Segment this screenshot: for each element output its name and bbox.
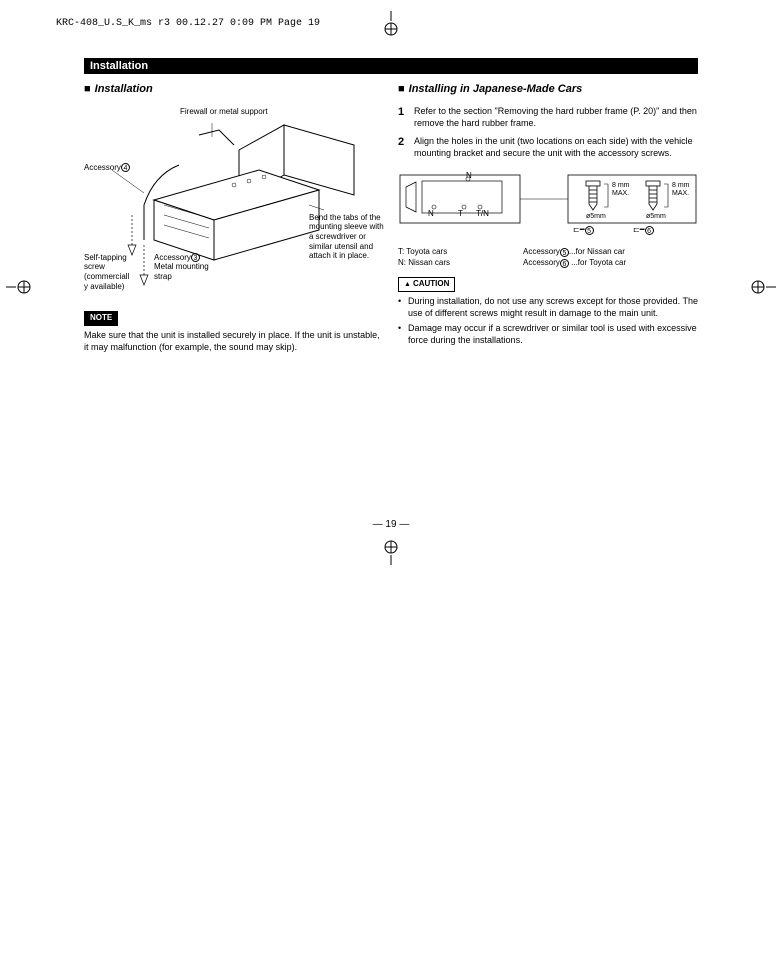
selftap-line4: y available)	[84, 282, 129, 292]
step-2: Align the holes in the unit (two locatio…	[398, 135, 698, 159]
fig-letter-t: T	[458, 209, 463, 219]
bend-line4: similar utensil and	[309, 242, 389, 252]
acc3-line3: strap	[154, 272, 209, 282]
caution-list: During installation, do not use any scre…	[398, 295, 698, 347]
left-column: ■ Installation	[84, 82, 384, 353]
page-frame: Installation ■ Installation	[34, 38, 748, 544]
bend-line3: a screwdriver or	[309, 232, 389, 242]
screw-caption-right: Accessory5...for Nissan car Accessory6 .…	[523, 247, 698, 269]
circled-6-icon-2: 6	[560, 259, 569, 268]
diagram-label-accessory3: Accessory3 Metal mounting strap	[154, 253, 209, 282]
crop-mark-top	[377, 11, 405, 39]
selftap-line3: (commerciall	[84, 272, 129, 282]
screw-diagram: N N T T/N 8 mm MAX. 8 mm MAX. ø5mm ø5mm …	[398, 167, 698, 245]
print-header: KRC-408_U.S_K_ms r3 00.12.27 0:09 PM Pag…	[56, 18, 320, 29]
install-steps: Refer to the section "Removing the hard …	[398, 105, 698, 160]
acc3-line2: Metal mounting	[154, 262, 209, 272]
caution-badge: ▲CAUTION	[398, 277, 455, 292]
circled-5-icon: 5	[585, 226, 594, 235]
cap-nissan: N: Nissan cars	[398, 258, 523, 269]
page-number: — 19 —	[34, 519, 748, 530]
circled-6-icon: 6	[645, 226, 654, 235]
screw-caption-left: T: Toyota cars N: Nissan cars	[398, 247, 523, 269]
circled-4-icon: 4	[121, 163, 130, 172]
step-1: Refer to the section "Removing the hard …	[398, 105, 698, 129]
content-columns: ■ Installation	[34, 82, 748, 353]
fig-letter-n: N	[428, 209, 434, 219]
bend-line1: Bend the tabs of the	[309, 213, 389, 223]
cap-acc5a: Accessory	[523, 247, 560, 256]
section-title-bar: Installation	[84, 58, 698, 74]
note-text: Make sure that the unit is installed sec…	[84, 329, 384, 353]
diagram-label-firewall: Firewall or metal support	[180, 107, 268, 117]
right-heading-text: Installing in Japanese-Made Cars	[409, 83, 583, 95]
bend-line2: mounting sleeve with	[309, 222, 389, 232]
fig-spec2b: MAX.	[672, 190, 689, 198]
circled-3-icon: 3	[191, 253, 200, 262]
accessory4-text: Accessory	[84, 163, 121, 172]
caution-item-2: Damage may occur if a screwdriver or sim…	[398, 322, 698, 346]
fig-diam2: ø5mm	[646, 213, 666, 221]
crop-mark-right	[748, 273, 776, 301]
fig-circ6: ⊏━6	[633, 225, 654, 235]
note-badge: NOTE	[84, 311, 118, 326]
cap-acc5b: ...for Nissan car	[569, 247, 625, 256]
fig-circ5: ⊏━5	[573, 225, 594, 235]
caution-item-1: During installation, do not use any scre…	[398, 295, 698, 319]
circled-5-icon-2: 5	[560, 248, 569, 257]
diagram-label-accessory4: Accessory4	[84, 163, 130, 173]
cap-toyota: T: Toyota cars	[398, 247, 523, 258]
installation-diagram: Firewall or metal support Accessory4 Sel…	[84, 105, 384, 305]
right-column: ■ Installing in Japanese-Made Cars Refer …	[398, 82, 698, 353]
fig-diam1: ø5mm	[586, 213, 606, 221]
bend-line5: attach it in place.	[309, 251, 389, 261]
acc3-text: Accessory	[154, 253, 191, 262]
fig-letter-n-top: N	[466, 171, 472, 181]
fig-spec1b: MAX.	[612, 190, 629, 198]
cap-acc6a: Accessory	[523, 258, 560, 267]
left-heading: ■ Installation	[84, 82, 384, 97]
diagram-label-bend: Bend the tabs of the mounting sleeve wit…	[309, 213, 389, 261]
caution-badge-text: CAUTION	[413, 279, 449, 288]
cap-acc6b: ...for Toyota car	[569, 258, 626, 267]
fig-letter-tn: T/N	[476, 209, 489, 219]
square-bullet-icon-2: ■	[398, 83, 405, 95]
selftap-line1: Self-tapping	[84, 253, 129, 263]
right-heading: ■ Installing in Japanese-Made Cars	[398, 82, 698, 97]
diagram-label-selftap: Self-tapping screw (commerciall y availa…	[84, 253, 129, 291]
selftap-line2: screw	[84, 262, 129, 272]
screw-captions: T: Toyota cars N: Nissan cars Accessory5…	[398, 247, 698, 269]
left-heading-text: Installation	[95, 83, 153, 95]
square-bullet-icon: ■	[84, 83, 91, 95]
warning-triangle-icon: ▲	[404, 281, 411, 288]
crop-mark-left	[6, 273, 34, 301]
